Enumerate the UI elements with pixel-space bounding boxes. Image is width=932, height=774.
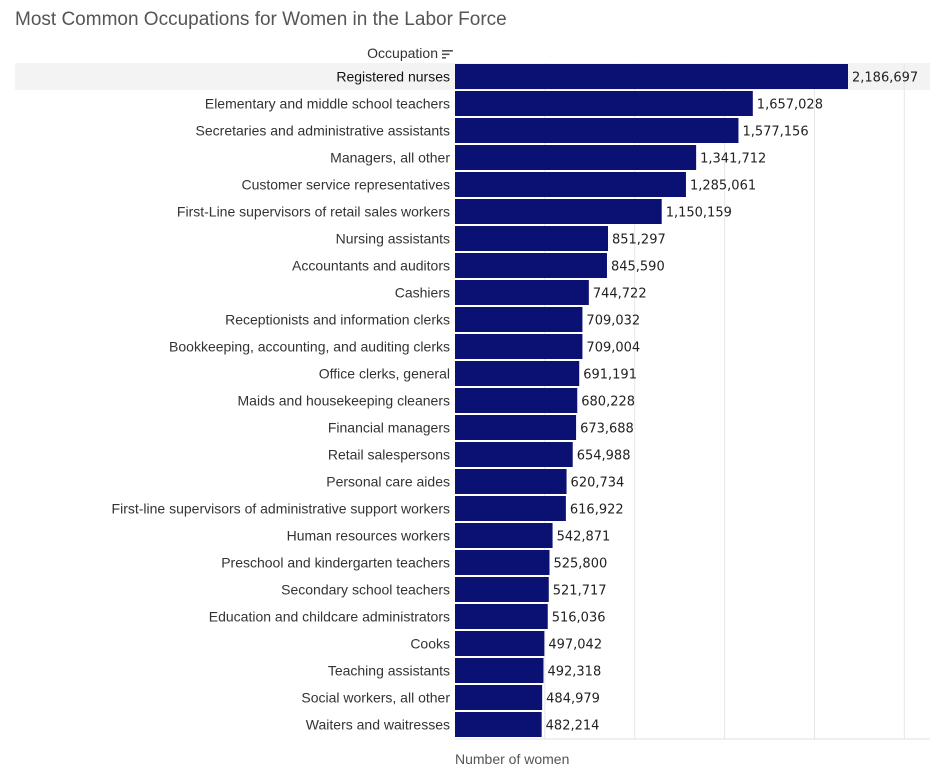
- sort-descending-icon[interactable]: [442, 46, 454, 62]
- category-label: Accountants and auditors: [292, 258, 450, 274]
- category-label: Secondary school teachers: [281, 582, 450, 598]
- value-label: 1,577,156: [742, 125, 808, 140]
- value-label: 680,228: [581, 395, 635, 410]
- value-label: 620,734: [571, 476, 625, 491]
- category-label: Bookkeeping, accounting, and auditing cl…: [169, 339, 450, 355]
- value-label: 497,042: [548, 638, 602, 653]
- value-label: 691,191: [583, 368, 637, 383]
- value-label: 744,722: [593, 287, 647, 302]
- value-label: 673,688: [580, 422, 634, 437]
- category-label: Preschool and kindergarten teachers: [221, 555, 450, 571]
- category-label: Waiters and waitresses: [306, 717, 450, 733]
- bar[interactable]: [455, 253, 607, 278]
- category-label: Retail salespersons: [328, 447, 450, 463]
- bar[interactable]: [455, 199, 662, 224]
- x-axis-label: Number of women: [455, 751, 570, 767]
- bar[interactable]: [455, 64, 848, 89]
- value-label: 1,657,028: [757, 98, 823, 113]
- bar[interactable]: [455, 712, 542, 737]
- value-label: 542,871: [557, 530, 611, 545]
- bar[interactable]: [455, 523, 553, 548]
- category-label: Receptionists and information clerks: [225, 312, 450, 328]
- category-label: Human resources workers: [287, 528, 450, 544]
- bar[interactable]: [455, 280, 589, 305]
- value-label: 484,979: [546, 692, 600, 707]
- value-label: 851,297: [612, 233, 666, 248]
- bar[interactable]: [455, 469, 567, 494]
- bar[interactable]: [455, 307, 583, 332]
- value-label: 1,285,061: [690, 179, 756, 194]
- chart-title: Most Common Occupations for Women in the…: [15, 9, 507, 30]
- bar[interactable]: [455, 658, 544, 683]
- value-label: 2,186,697: [852, 71, 918, 86]
- category-label: Social workers, all other: [301, 690, 450, 706]
- bar[interactable]: [455, 361, 580, 386]
- value-label: 709,004: [586, 341, 640, 356]
- category-label: First-line supervisors of administrative…: [112, 501, 450, 517]
- category-label: Nursing assistants: [336, 231, 450, 247]
- bar[interactable]: [455, 496, 566, 521]
- value-label: 616,922: [570, 503, 624, 518]
- value-label: 1,150,159: [666, 206, 732, 221]
- value-label: 709,032: [586, 314, 640, 329]
- category-label: Maids and housekeeping cleaners: [238, 393, 450, 409]
- bar[interactable]: [455, 631, 545, 656]
- category-label: Elementary and middle school teachers: [205, 96, 450, 112]
- category-label: Registered nurses: [336, 69, 450, 85]
- bar[interactable]: [455, 442, 573, 467]
- bar[interactable]: [455, 118, 739, 143]
- bar[interactable]: [455, 91, 753, 116]
- bar[interactable]: [455, 172, 686, 197]
- value-label: 516,036: [552, 611, 606, 626]
- value-label: 482,214: [546, 719, 600, 734]
- occupation-column-header[interactable]: Occupation: [0, 45, 454, 62]
- category-label: Financial managers: [328, 420, 450, 436]
- bar[interactable]: [455, 145, 697, 170]
- value-label: 525,800: [553, 557, 607, 572]
- value-label: 1,341,712: [700, 152, 766, 167]
- category-label: Office clerks, general: [319, 366, 450, 382]
- category-label: Secretaries and administrative assistant…: [196, 123, 450, 139]
- bar[interactable]: [455, 415, 577, 440]
- category-label: Cashiers: [395, 285, 450, 301]
- value-label: 492,318: [547, 665, 601, 680]
- bar[interactable]: [455, 550, 550, 575]
- bar[interactable]: [455, 334, 583, 359]
- category-label: Teaching assistants: [328, 663, 450, 679]
- value-label: 654,988: [577, 449, 631, 464]
- category-label: Cooks: [410, 636, 450, 652]
- value-label: 845,590: [611, 260, 665, 275]
- bar[interactable]: [455, 388, 578, 413]
- category-label: Managers, all other: [330, 150, 450, 166]
- value-label: 521,717: [553, 584, 607, 599]
- bar[interactable]: [455, 226, 608, 251]
- category-label: Personal care aides: [326, 474, 450, 490]
- category-label: First-Line supervisors of retail sales w…: [177, 204, 450, 220]
- bar[interactable]: [455, 604, 548, 629]
- occupation-header-label: Occupation: [367, 45, 438, 61]
- category-label: Customer service representatives: [241, 177, 450, 193]
- bar[interactable]: [455, 577, 549, 602]
- category-label: Education and childcare administrators: [209, 609, 450, 625]
- bar[interactable]: [455, 685, 543, 710]
